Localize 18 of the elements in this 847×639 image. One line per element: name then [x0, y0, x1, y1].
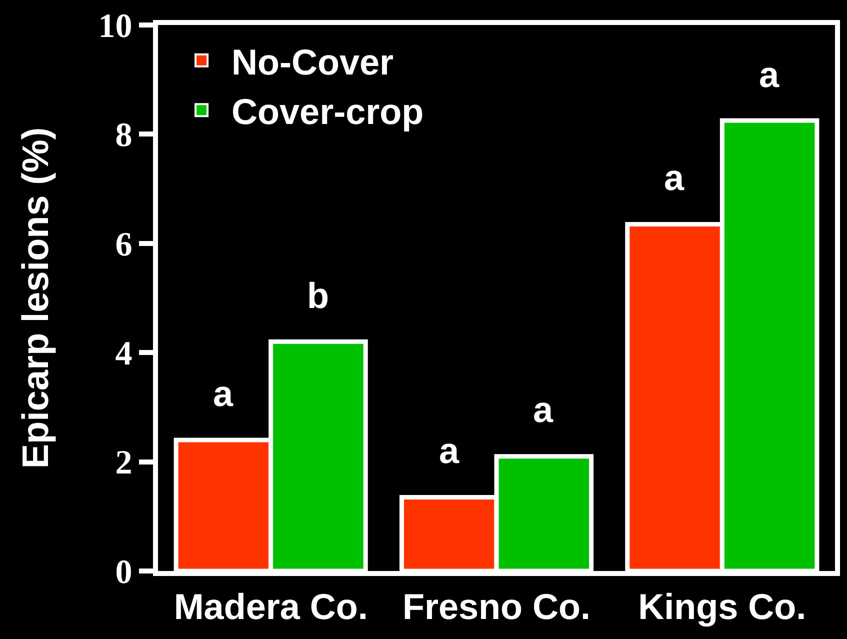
- data-label: a: [533, 389, 554, 430]
- x-tick-label: Fresno Co.: [402, 586, 591, 628]
- data-label: a: [759, 54, 780, 95]
- y-axis-title: Epicarp lesions (%): [14, 127, 56, 469]
- x-tick-label: Madera Co.: [174, 586, 368, 628]
- y-tick-label: 8: [115, 117, 132, 154]
- data-label: a: [213, 373, 234, 414]
- legend-label: Cover-crop: [232, 91, 424, 132]
- x-tick-label: Kings Co.: [638, 586, 806, 628]
- y-tick-label: 6: [115, 226, 132, 264]
- data-label: a: [439, 430, 460, 471]
- data-label: a: [664, 157, 685, 198]
- legend-label: No-Cover: [232, 41, 394, 82]
- y-tick-label: 0: [115, 554, 132, 591]
- y-tick-label: 2: [115, 444, 132, 482]
- y-tick-label: 4: [115, 336, 132, 372]
- data-label: b: [307, 275, 329, 316]
- y-tick-label: 10: [98, 8, 132, 45]
